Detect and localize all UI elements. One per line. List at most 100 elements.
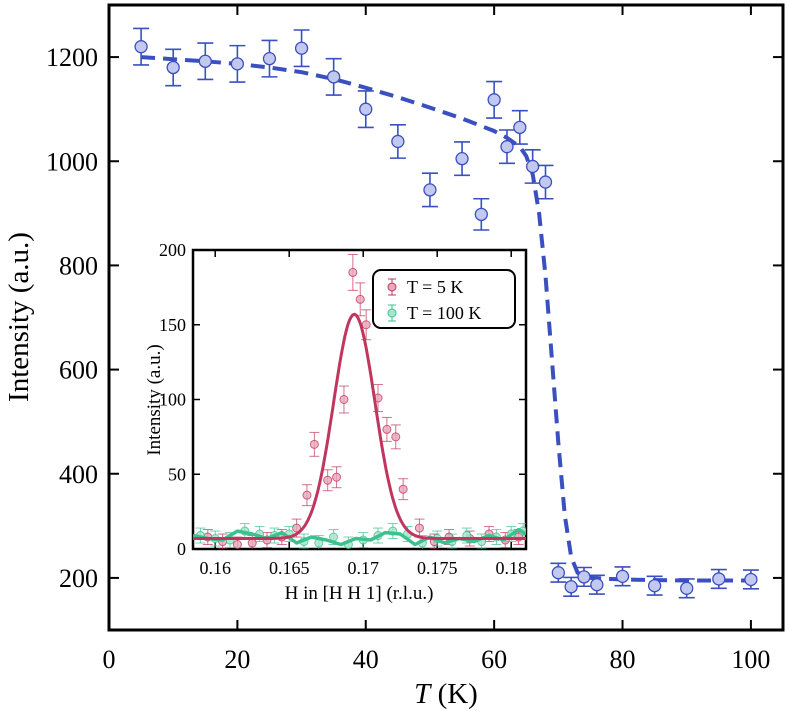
inset-data-marker bbox=[302, 490, 312, 500]
inset-data-point bbox=[309, 431, 320, 457]
y-tick-label: 600 bbox=[59, 356, 98, 385]
y-tick-label: 400 bbox=[59, 460, 98, 489]
inset-y-axis-title: Intensity (a.u.) bbox=[144, 344, 165, 455]
data-marker bbox=[294, 41, 309, 55]
x-axis-title-unit: (K) bbox=[430, 678, 478, 710]
data-marker bbox=[680, 581, 694, 595]
inset-y-tick-label: 0 bbox=[177, 539, 186, 559]
inset-data-marker bbox=[232, 540, 242, 549]
data-point bbox=[511, 109, 528, 145]
data-point bbox=[742, 569, 759, 590]
data-point bbox=[588, 574, 605, 595]
data-point bbox=[486, 80, 503, 119]
data-marker bbox=[538, 175, 553, 189]
main-plot-frame bbox=[107, 3, 785, 632]
inset-data-marker bbox=[414, 523, 424, 533]
data-point bbox=[165, 48, 182, 87]
inset-data-point bbox=[373, 384, 383, 412]
inset-data-marker bbox=[323, 475, 333, 485]
legend-label: T = 5 K bbox=[407, 277, 463, 297]
data-marker bbox=[423, 183, 437, 197]
data-marker bbox=[744, 572, 758, 587]
inset-x-axis-title: H in [H H 1] (r.l.u.) bbox=[285, 583, 434, 604]
data-marker bbox=[391, 134, 405, 149]
data-point bbox=[421, 172, 438, 208]
y-axis-title: Intensity (a.u.) bbox=[3, 232, 35, 402]
inset-plot: 0.16 0.165 0.17 0.175 0.18 0 50 100 150 200 H in [… bbox=[144, 240, 530, 608]
legend-label: T = 100 K bbox=[407, 303, 481, 323]
data-marker bbox=[577, 570, 591, 584]
data-marker bbox=[198, 54, 212, 68]
y-tick-label: 200 bbox=[59, 564, 98, 593]
inset-x-tick-label: 0.165 bbox=[269, 558, 310, 578]
data-marker bbox=[327, 70, 341, 84]
x-tick-label: 40 bbox=[353, 645, 379, 674]
inset-data-marker bbox=[247, 538, 257, 548]
legend-entry-100k: T = 100 K bbox=[387, 303, 481, 323]
x-tick-label: 0 bbox=[103, 645, 116, 674]
data-point bbox=[229, 44, 246, 83]
legend-entry-5k: T = 5 K bbox=[387, 277, 463, 297]
inset-x-tick-label: 0.175 bbox=[417, 558, 458, 578]
data-point bbox=[537, 164, 554, 200]
inset-data-point bbox=[247, 535, 258, 549]
data-marker bbox=[455, 151, 469, 166]
x-tick-label: 20 bbox=[224, 645, 250, 674]
data-marker bbox=[590, 578, 604, 592]
inset-data-marker bbox=[398, 484, 408, 494]
inset-data-marker bbox=[382, 424, 392, 434]
inset-data-point bbox=[381, 416, 392, 442]
inset-y-tick-label: 150 bbox=[159, 315, 186, 335]
inset-x-tick-label: 0.16 bbox=[199, 558, 231, 578]
data-marker bbox=[712, 572, 726, 586]
inset-data-point bbox=[398, 478, 409, 501]
inset-data-point bbox=[331, 466, 342, 489]
inset-legend: T = 5 K T = 100 K bbox=[372, 269, 516, 329]
inset-data-point bbox=[390, 424, 401, 450]
data-point bbox=[454, 141, 471, 177]
inset-data-point bbox=[322, 469, 333, 492]
data-point bbox=[678, 578, 695, 599]
data-marker bbox=[359, 102, 373, 116]
data-point bbox=[197, 42, 214, 81]
data-point bbox=[498, 129, 515, 165]
inset-data-point bbox=[414, 518, 425, 538]
fit-line-dashed bbox=[140, 55, 751, 583]
legend-box bbox=[372, 269, 516, 329]
inset-data-point bbox=[347, 253, 358, 291]
inset-data-marker bbox=[309, 439, 319, 449]
data-marker bbox=[526, 159, 540, 174]
x-axis-title: T (K) bbox=[414, 678, 478, 710]
y-tick-label: 800 bbox=[59, 251, 98, 280]
inset-data-marker bbox=[391, 432, 401, 442]
data-marker bbox=[615, 569, 630, 584]
y-tick-label: 1200 bbox=[46, 43, 98, 72]
data-point bbox=[550, 562, 567, 583]
data-marker bbox=[487, 93, 501, 107]
inset-data bbox=[193, 253, 526, 549]
data-point bbox=[325, 57, 342, 96]
data-point bbox=[357, 90, 374, 129]
data-marker bbox=[166, 60, 180, 75]
inset-data-marker bbox=[361, 320, 371, 330]
legend-marker bbox=[387, 308, 397, 318]
inset-data-marker bbox=[339, 395, 349, 404]
data-point bbox=[576, 566, 593, 588]
data-point bbox=[261, 39, 278, 78]
inset-data-marker bbox=[355, 294, 365, 304]
x-tick-label: 100 bbox=[731, 645, 770, 674]
gaussian-fit-5k bbox=[193, 312, 526, 540]
data-point bbox=[133, 27, 150, 66]
inset-y-tick-label: 50 bbox=[168, 464, 186, 484]
data-point bbox=[614, 566, 631, 587]
x-tick-label: 60 bbox=[481, 645, 507, 674]
data-point bbox=[389, 123, 406, 159]
data-marker bbox=[500, 140, 514, 154]
data-marker bbox=[262, 51, 277, 66]
x-axis-title-symbol: T bbox=[414, 678, 432, 710]
legend-marker bbox=[387, 282, 397, 292]
inset-y-tick-label: 100 bbox=[159, 390, 186, 410]
y-tick-label: 1000 bbox=[46, 147, 98, 176]
